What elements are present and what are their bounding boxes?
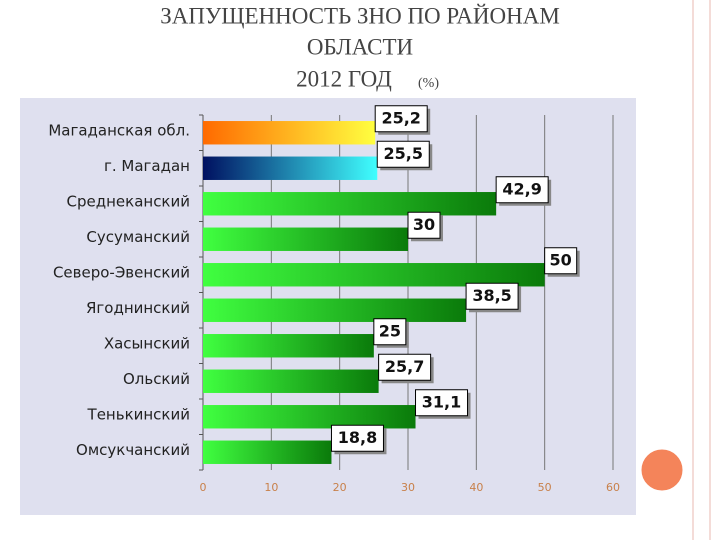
x-tick-label: 20 [333,481,347,494]
value-label: 25,7 [385,357,424,376]
value-label-box [544,247,578,275]
y-tick-label: Хасынский [104,334,190,352]
value-label-box [465,282,519,310]
chart-title: 2012 ГОД [296,66,392,91]
chart-unit: (%) [418,76,439,91]
x-tick-label: 0 [200,481,207,494]
value-label: 42,9 [502,179,541,198]
chart-title: ЗАПУЩЕННОСТЬ ЗНО ПО РАЙОНАМ [160,3,560,28]
y-tick-label: Сусуманский [86,228,190,246]
y-tick-label: Ягоднинский [86,299,190,317]
value-label-box [495,176,549,204]
y-tick-label: Тенькинский [87,405,190,423]
bar [203,263,545,287]
value-label: 18,8 [338,428,377,447]
value-label-box [407,211,441,239]
bar [203,405,416,429]
chart-title: ОБЛАСТИ [307,34,413,59]
y-tick-label: Ольский [123,370,190,388]
y-tick-label: Северо-Эвенский [53,263,190,281]
bar [203,227,408,251]
value-label-box [374,105,428,133]
y-tick-label: г. Магадан [104,157,190,175]
value-label: 25,2 [381,108,420,127]
x-tick-label: 30 [401,481,415,494]
bar [203,156,378,180]
value-label: 50 [550,250,572,269]
y-tick-label: Магаданская обл. [48,121,190,139]
value-label: 25 [379,321,401,340]
value-label: 30 [413,215,435,234]
bar [203,121,376,145]
x-tick-label: 60 [606,481,620,494]
value-label-box [376,140,430,168]
x-tick-label: 50 [538,481,552,494]
value-label-box [330,424,384,452]
value-label: 25,5 [384,144,423,163]
value-label-box [378,353,432,381]
bar [203,298,467,322]
y-tick-label: Омсукчанский [76,441,190,459]
x-tick-label: 40 [469,481,483,494]
bar [203,369,379,393]
bar [203,334,374,358]
bar [203,440,332,464]
bar [203,192,497,216]
x-tick-label: 10 [264,481,278,494]
value-label: 38,5 [472,286,511,305]
decor-circle [638,446,686,494]
value-label: 31,1 [422,392,461,411]
value-label-box [373,318,407,346]
y-tick-label: Среднеканский [67,192,191,210]
value-label-box [415,389,469,417]
